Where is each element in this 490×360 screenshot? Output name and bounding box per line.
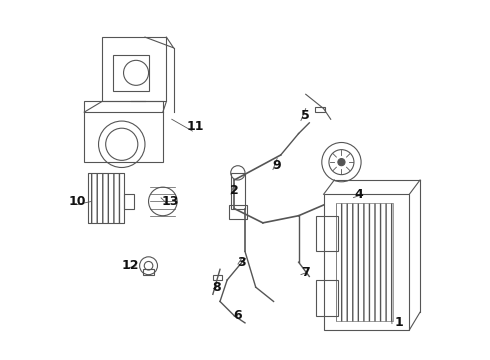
Text: 10: 10: [69, 195, 86, 208]
Text: 7: 7: [301, 266, 310, 279]
Bar: [88, 173, 123, 223]
Bar: [113, 55, 148, 91]
Text: 9: 9: [273, 159, 281, 172]
Text: 2: 2: [230, 184, 239, 197]
Bar: [336, 203, 393, 321]
Circle shape: [338, 158, 345, 166]
Text: 13: 13: [161, 195, 179, 208]
Bar: [84, 102, 163, 162]
Bar: [143, 269, 154, 275]
Text: 11: 11: [186, 120, 204, 133]
Text: 1: 1: [394, 316, 403, 329]
Bar: [317, 280, 338, 316]
Bar: [213, 275, 222, 280]
Bar: [323, 194, 409, 330]
Text: 3: 3: [237, 256, 246, 269]
Bar: [123, 194, 134, 208]
Bar: [102, 37, 167, 102]
Bar: [231, 173, 245, 208]
Text: 12: 12: [122, 259, 140, 272]
Bar: [229, 205, 247, 219]
Text: 4: 4: [355, 188, 364, 201]
Bar: [88, 173, 123, 223]
Text: 8: 8: [212, 281, 220, 294]
Bar: [317, 216, 338, 251]
Text: 6: 6: [234, 309, 242, 322]
Text: 5: 5: [301, 109, 310, 122]
Bar: [315, 107, 325, 112]
